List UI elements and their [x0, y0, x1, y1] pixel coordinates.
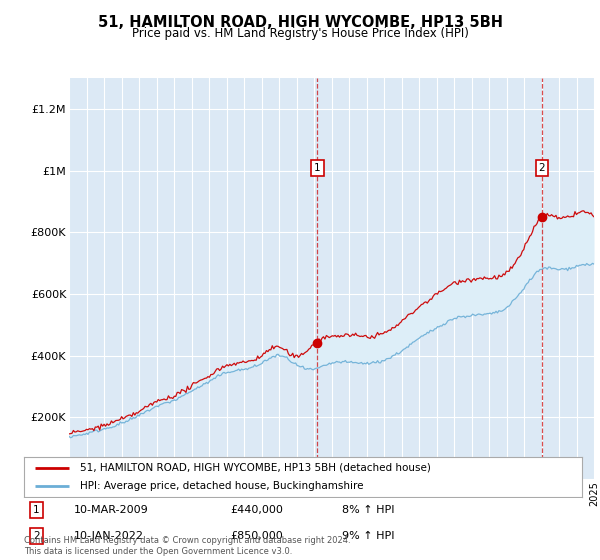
- Text: 1: 1: [314, 163, 320, 172]
- Text: Contains HM Land Registry data © Crown copyright and database right 2024.
This d: Contains HM Land Registry data © Crown c…: [24, 536, 350, 556]
- Text: 10-MAR-2009: 10-MAR-2009: [74, 505, 149, 515]
- Text: £850,000: £850,000: [230, 531, 283, 541]
- Text: 2: 2: [33, 531, 40, 541]
- Text: 51, HAMILTON ROAD, HIGH WYCOMBE, HP13 5BH (detached house): 51, HAMILTON ROAD, HIGH WYCOMBE, HP13 5B…: [80, 463, 431, 473]
- Text: 10-JAN-2022: 10-JAN-2022: [74, 531, 144, 541]
- Text: Price paid vs. HM Land Registry's House Price Index (HPI): Price paid vs. HM Land Registry's House …: [131, 27, 469, 40]
- Text: £440,000: £440,000: [230, 505, 283, 515]
- Text: 2: 2: [539, 163, 545, 172]
- Text: 8% ↑ HPI: 8% ↑ HPI: [342, 505, 395, 515]
- Text: 1: 1: [33, 505, 40, 515]
- Text: 9% ↑ HPI: 9% ↑ HPI: [342, 531, 395, 541]
- Text: HPI: Average price, detached house, Buckinghamshire: HPI: Average price, detached house, Buck…: [80, 482, 364, 491]
- Text: 51, HAMILTON ROAD, HIGH WYCOMBE, HP13 5BH: 51, HAMILTON ROAD, HIGH WYCOMBE, HP13 5B…: [97, 15, 503, 30]
